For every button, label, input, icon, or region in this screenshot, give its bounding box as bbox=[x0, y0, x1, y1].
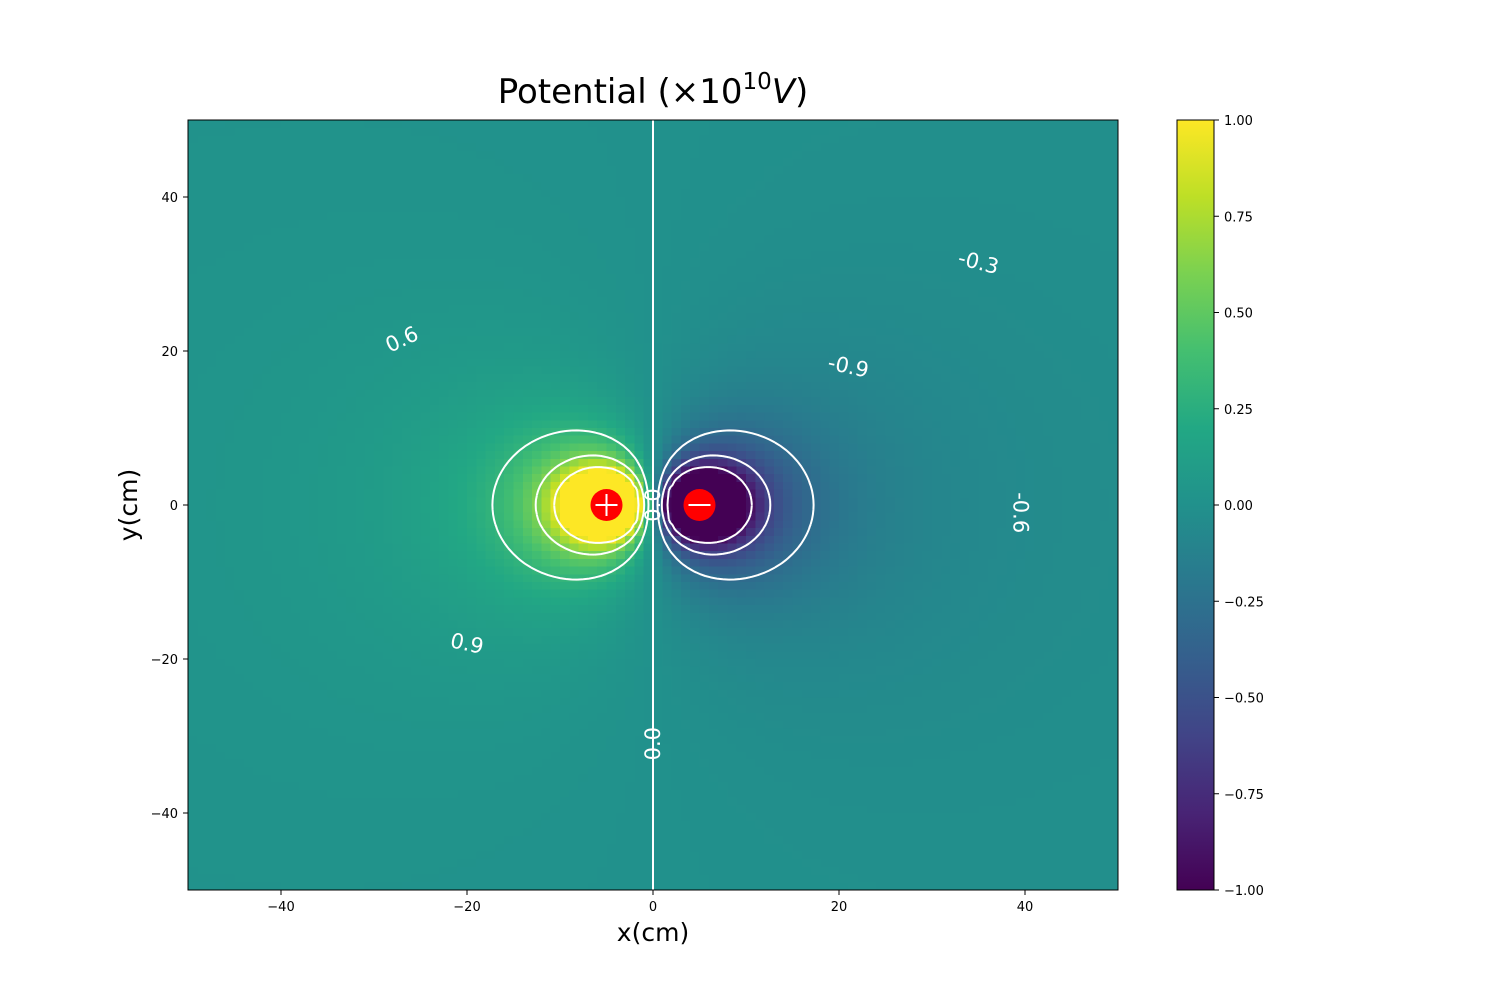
contour-line bbox=[656, 429, 815, 581]
y-tick-label: −20 bbox=[151, 653, 178, 668]
y-tick-label: 20 bbox=[161, 345, 178, 360]
x-axis-label: x(cm) bbox=[617, 918, 689, 947]
x-tick-label: 40 bbox=[1017, 900, 1034, 915]
colorbar-tick-label: 0.25 bbox=[1224, 403, 1253, 418]
colorbar: 1.00 0.75 0.50 0.25 0.00 −0.25 −0.50 −0.75 −1.00 bbox=[1176, 114, 1264, 899]
colorbar-tick-label: −0.25 bbox=[1224, 595, 1264, 610]
chart-title: Potential (×1010V) bbox=[498, 69, 809, 112]
y-tick-label: 0 bbox=[170, 499, 178, 514]
x-tick-label: 20 bbox=[831, 900, 848, 915]
plot-area: 0.60.9-0.3-0.9-0.60.00.0 −40 −20 0 20 40 −40… bbox=[151, 119, 1119, 915]
positive-charge-icon bbox=[590, 489, 623, 521]
contour-line bbox=[660, 454, 772, 556]
y-tick-label: −40 bbox=[151, 807, 178, 822]
contour-label: -0.6 bbox=[1008, 492, 1032, 533]
colorbar-tick-label: 1.00 bbox=[1224, 114, 1253, 129]
colorbar-tick-label: −1.00 bbox=[1224, 884, 1264, 899]
negative-charge-icon bbox=[683, 489, 716, 521]
contour-line bbox=[534, 454, 646, 556]
x-tick-label: −20 bbox=[453, 900, 480, 915]
x-tick-label: −40 bbox=[267, 900, 294, 915]
y-axis-ticks: −40 −20 0 20 40 bbox=[151, 191, 188, 822]
colorbar-gradient bbox=[1177, 120, 1214, 890]
contour-line bbox=[666, 466, 753, 544]
contour-lines bbox=[491, 120, 815, 890]
contour-line bbox=[553, 466, 640, 544]
colorbar-tick-label: −0.75 bbox=[1224, 788, 1264, 803]
colorbar-tick-label: 0.50 bbox=[1224, 307, 1253, 322]
colorbar-tick-label: 0.75 bbox=[1224, 210, 1253, 225]
colorbar-tick-label: −0.50 bbox=[1224, 692, 1264, 707]
y-tick-label: 40 bbox=[161, 191, 178, 206]
x-axis-ticks: −40 −20 0 20 40 bbox=[267, 890, 1033, 915]
y-axis-label: y(cm) bbox=[114, 469, 143, 541]
contour-label: 0.0 bbox=[641, 727, 665, 760]
colorbar-tick-label: 0.00 bbox=[1224, 499, 1253, 514]
contour-label: 0.0 bbox=[641, 488, 665, 521]
colorbar-ticks: 1.00 0.75 0.50 0.25 0.00 −0.25 −0.50 −0.75 −1.00 bbox=[1214, 114, 1264, 899]
x-tick-label: 0 bbox=[649, 900, 657, 915]
contour-line bbox=[491, 429, 650, 581]
charges bbox=[590, 489, 716, 521]
